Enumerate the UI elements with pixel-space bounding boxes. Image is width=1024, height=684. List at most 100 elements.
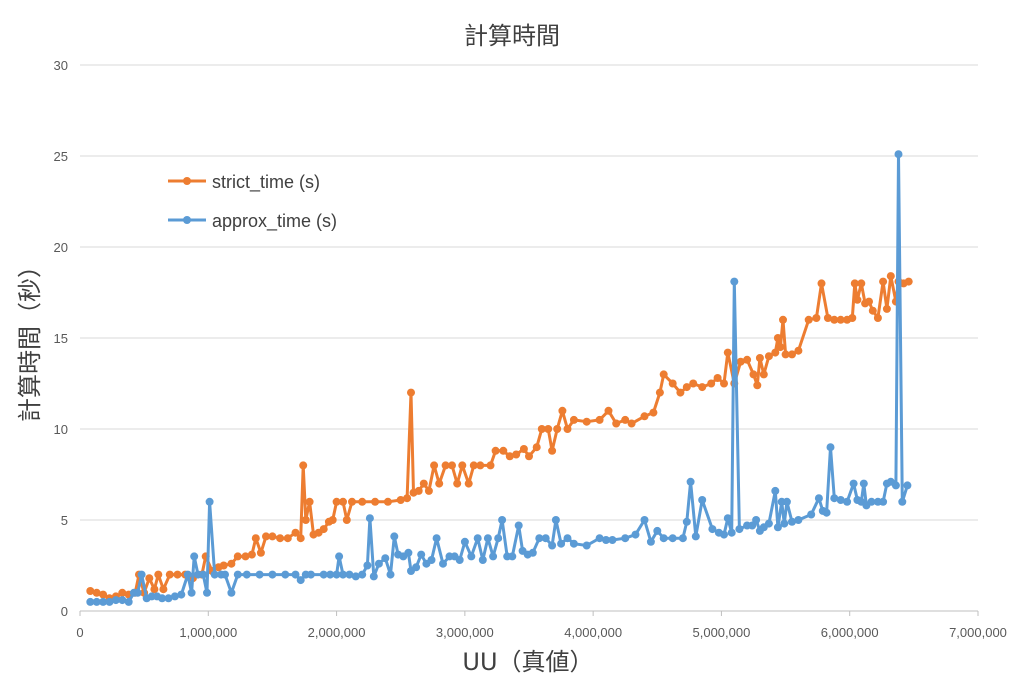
data-point-strict [92, 588, 101, 597]
y-tick-label: 5 [61, 513, 68, 528]
data-point-strict [713, 374, 722, 382]
data-point-approx [105, 597, 114, 606]
data-point-strict [396, 496, 405, 504]
tick-labels: 0 5 10 15 20 25 30 0 1,000,000 2,000,000 3,000,000… [54, 58, 1007, 640]
data-point-strict [823, 314, 832, 322]
axes [79, 610, 979, 616]
x-tick-label: 3,000,000 [436, 625, 494, 640]
data-point-strict [886, 272, 895, 281]
data-point-strict [414, 486, 423, 495]
data-point-approx [427, 556, 436, 564]
data-point-strict [779, 315, 787, 324]
legend-marker-strict [183, 177, 191, 185]
data-point-strict [659, 370, 668, 379]
y-tick-label: 0 [61, 604, 68, 619]
data-point-strict [563, 425, 572, 433]
data-point-approx [164, 594, 173, 603]
data-point-strict [86, 587, 95, 595]
data-point-approx [374, 559, 383, 568]
data-point-approx [205, 497, 214, 506]
data-point-approx [602, 536, 610, 544]
data-point-approx [210, 570, 219, 579]
data-point-strict [848, 314, 857, 322]
data-point-approx [386, 570, 395, 579]
data-point-strict [865, 297, 873, 306]
data-point-approx [170, 592, 179, 601]
data-point-approx [255, 570, 264, 579]
data-point-approx [439, 559, 447, 568]
data-point-strict [548, 446, 557, 455]
data-point-approx [187, 588, 196, 597]
data-point-approx [595, 534, 604, 543]
data-point-approx [365, 514, 374, 523]
data-point-strict [743, 355, 752, 364]
data-point-approx [528, 548, 537, 557]
data-point-strict [276, 534, 285, 543]
series-strict [86, 272, 913, 603]
data-point-approx [541, 534, 550, 543]
data-point-strict [868, 306, 877, 315]
data-point-approx [478, 556, 487, 564]
data-point-strict [773, 334, 782, 342]
data-point-strict [771, 348, 780, 357]
data-point-approx [582, 541, 591, 550]
data-point-approx [177, 590, 186, 599]
data-point-strict [569, 415, 578, 424]
data-point-strict [499, 446, 508, 455]
data-point-strict [154, 570, 163, 579]
data-point-approx [659, 534, 668, 543]
data-point-strict [764, 352, 773, 361]
data-point-approx [780, 519, 789, 528]
data-point-approx [494, 534, 503, 543]
data-point-approx [891, 481, 900, 490]
data-point-approx [203, 588, 211, 597]
data-point-approx [563, 534, 572, 543]
data-point-strict [532, 443, 541, 452]
data-point-approx [455, 556, 464, 564]
x-tick-label: 5,000,000 [693, 625, 751, 640]
x-tick-label: 6,000,000 [821, 625, 879, 640]
data-point-approx [483, 534, 492, 543]
data-point-approx [646, 537, 655, 546]
data-point-strict [776, 343, 785, 352]
data-point-strict [649, 408, 658, 417]
x-tick-label: 4,000,000 [564, 625, 622, 640]
data-point-strict [332, 497, 341, 506]
gridlines [80, 64, 978, 521]
data-point-strict [165, 570, 174, 579]
data-point-approx [339, 570, 347, 579]
data-point-strict [435, 479, 444, 488]
data-point-approx [92, 597, 101, 606]
data-point-strict [595, 415, 604, 424]
data-point-approx [137, 570, 146, 579]
data-point-strict [604, 406, 613, 415]
data-point-strict [486, 461, 495, 470]
data-point-approx [306, 570, 315, 579]
data-point-strict [403, 494, 412, 503]
data-point-strict [441, 461, 450, 470]
data-point-strict [464, 479, 473, 488]
data-point-strict [640, 412, 649, 421]
data-point-strict [339, 497, 347, 506]
data-point-strict [145, 574, 154, 583]
data-point-strict [348, 497, 356, 506]
data-point-approx [190, 552, 199, 561]
data-point-approx [296, 576, 305, 585]
data-point-approx [653, 526, 662, 535]
data-point-approx [691, 532, 700, 541]
y-tick-label: 15 [54, 331, 68, 346]
data-point-strict [682, 383, 691, 392]
data-point-approx [335, 552, 344, 561]
data-point-approx [557, 539, 566, 548]
data-point-strict [247, 550, 256, 559]
data-point-approx [682, 517, 691, 526]
data-point-approx [898, 497, 907, 506]
data-point-approx [708, 525, 717, 534]
legend-marker-approx [183, 216, 191, 224]
data-point-strict [305, 497, 314, 506]
data-point-approx [432, 534, 441, 543]
data-point-strict [407, 388, 415, 397]
data-point-approx [508, 552, 517, 561]
